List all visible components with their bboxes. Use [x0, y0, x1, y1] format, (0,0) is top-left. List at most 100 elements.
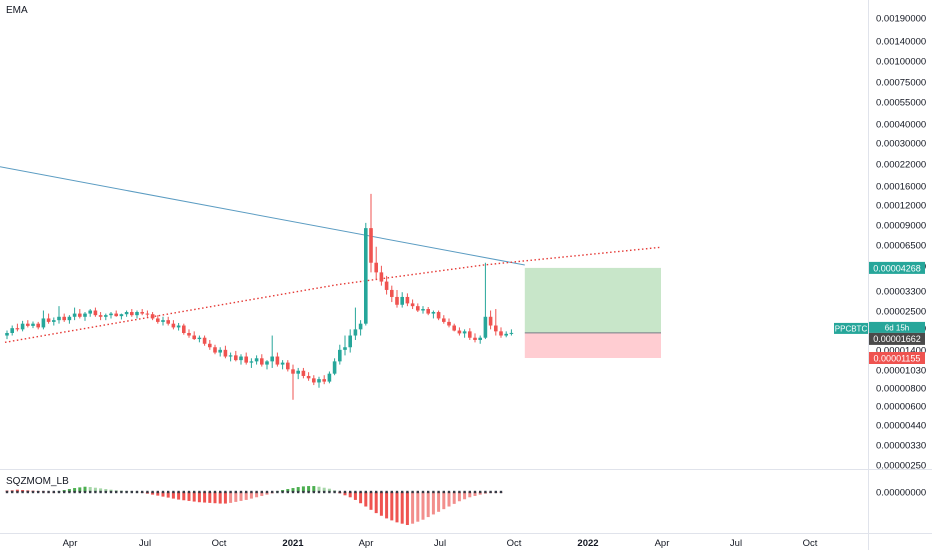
candle-body: [213, 347, 217, 353]
candle-body: [457, 330, 462, 334]
candle-body: [104, 315, 108, 317]
candle-body: [384, 281, 389, 290]
squeeze-dot: [317, 490, 321, 494]
candle-body: [234, 355, 238, 361]
candle-body: [15, 328, 20, 330]
candle-body: [171, 323, 176, 328]
squeeze-dot: [312, 490, 315, 494]
momentum-bar: [208, 492, 212, 503]
squeeze-dot: [47, 490, 50, 494]
candle-body: [405, 296, 410, 304]
squeeze-dot: [375, 490, 378, 494]
candle-body: [504, 333, 508, 336]
momentum-bar: [395, 492, 399, 523]
momentum-bar: [260, 492, 264, 496]
squeeze-dot: [63, 490, 66, 494]
squeeze-dot: [120, 490, 123, 494]
squeeze-dot: [401, 490, 404, 494]
squeeze-dot: [125, 490, 128, 494]
squeeze-dot: [489, 490, 492, 494]
squeeze-dot: [213, 490, 217, 494]
momentum-bar: [353, 492, 357, 500]
squeeze-dot: [115, 490, 118, 494]
candle-body: [67, 316, 72, 321]
momentum-bar: [151, 492, 155, 495]
squeeze-dot: [427, 490, 430, 494]
symbol-text: PPCBTC: [835, 324, 868, 333]
squeeze-dot: [463, 490, 466, 494]
squeeze-dot: [390, 490, 393, 494]
squeeze-dot: [11, 490, 14, 494]
momentum-bar: [67, 489, 71, 492]
squeeze-dot: [141, 490, 144, 494]
candle-body: [494, 325, 498, 332]
squeeze-dot: [130, 490, 133, 494]
squeeze-dot: [42, 490, 45, 494]
candle-body: [280, 362, 285, 365]
y-tick-label: 0.00250000: [876, 0, 926, 3]
momentum-bar: [234, 492, 238, 502]
momentum-bar: [239, 492, 243, 501]
momentum-bar: [83, 486, 87, 492]
squeeze-momentum-label[interactable]: SQZMOM_LB: [6, 476, 69, 487]
squeeze-dot: [265, 490, 269, 494]
candle-body: [483, 316, 488, 338]
squeeze-dot: [156, 490, 159, 494]
momentum-bar: [99, 488, 103, 492]
candle-body: [327, 373, 332, 382]
y-tick-label: 0.00100000: [876, 57, 926, 68]
squeeze-dot: [83, 490, 87, 494]
momentum-bar: [473, 492, 477, 496]
squeeze-dot: [73, 490, 76, 494]
candle-body: [442, 318, 446, 322]
candle-body: [348, 335, 352, 348]
candle-body: [473, 337, 477, 340]
squeeze-dot: [5, 490, 9, 494]
momentum-bar: [327, 488, 331, 492]
x-tick-label: Apr: [655, 538, 670, 549]
x-tick-label: Oct: [507, 538, 522, 549]
squeeze-dot: [359, 490, 362, 494]
squeeze-dot: [208, 490, 211, 494]
candle-body: [322, 379, 326, 382]
current-price-text: 0.00001662: [873, 334, 921, 344]
momentum-bar: [442, 492, 446, 510]
lower-tick-label: 0.00000000: [876, 488, 926, 499]
countdown-badge: [869, 321, 925, 333]
candle-body: [46, 318, 51, 322]
candle-body: [291, 369, 295, 374]
squeeze-dot: [198, 490, 201, 494]
momentum-bar: [229, 492, 233, 503]
momentum-bar: [296, 487, 300, 492]
candle-body: [260, 358, 264, 365]
squeeze-dot: [369, 490, 373, 494]
x-tick-label: 2022: [577, 538, 598, 549]
momentum-bar: [73, 488, 77, 492]
squeeze-dot: [167, 490, 170, 494]
candle-body: [182, 325, 186, 333]
squeeze-dot: [432, 490, 435, 494]
squeeze-dot: [411, 490, 414, 494]
squeeze-dot: [302, 490, 305, 494]
candle-body: [400, 296, 404, 305]
squeeze-dot: [286, 490, 289, 494]
candle-body: [416, 306, 420, 311]
candle-body: [301, 370, 306, 376]
y-tick-label: 0.00016000: [876, 182, 926, 193]
y-tick-label: 0.00000440: [876, 421, 926, 432]
y-tick-label: 0.00012000: [876, 201, 926, 212]
momentum-bar: [385, 492, 389, 519]
candle-body: [31, 323, 35, 326]
candle-body: [478, 337, 482, 340]
candle-body: [228, 355, 233, 357]
candle-body: [364, 228, 368, 324]
ema-indicator-label[interactable]: EMA: [6, 5, 28, 16]
candle-body: [254, 358, 259, 362]
momentum-bar: [478, 492, 482, 495]
momentum-bar: [322, 487, 326, 492]
target-price-text: 0.00004268: [873, 263, 921, 273]
candle-body: [332, 361, 337, 374]
candle-body: [150, 314, 155, 319]
